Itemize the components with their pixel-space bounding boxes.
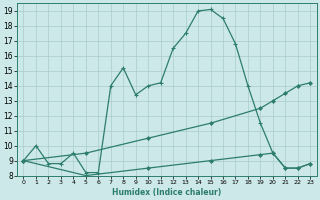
X-axis label: Humidex (Indice chaleur): Humidex (Indice chaleur)	[112, 188, 221, 197]
